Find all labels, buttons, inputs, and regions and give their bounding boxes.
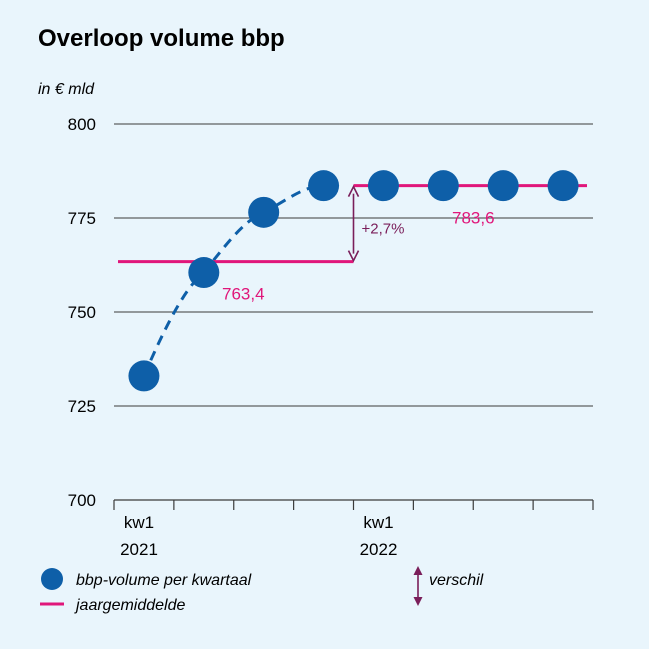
dot-2021-kw3 xyxy=(248,196,280,228)
y-tick-label-800: 800 xyxy=(68,115,96,134)
y-axis-tick-labels: 700 725 750 775 800 xyxy=(68,115,96,510)
legend-dot-symbol xyxy=(41,568,63,590)
quarterly-dots xyxy=(128,170,579,392)
quarterly-trend-dashed-line xyxy=(142,184,324,377)
dot-2021-kw4 xyxy=(308,170,340,202)
average-label-2022: 783,6 xyxy=(452,209,495,228)
x-axis xyxy=(113,499,594,510)
dot-2021-kw1 xyxy=(128,360,160,392)
x-axis-tick-labels: kw1 2021 kw1 2022 xyxy=(120,513,397,559)
y-tick-label-700: 700 xyxy=(68,491,96,510)
y-tick-label-750: 750 xyxy=(68,303,96,322)
legend-label-quarterly: bbp-volume per kwartaal xyxy=(76,572,252,589)
legend-arrow-head-down xyxy=(413,597,423,606)
dot-2022-kw1 xyxy=(367,170,399,202)
gridlines xyxy=(114,123,593,407)
legend: bbp-volume per kwartaal jaargemiddelde ver… xyxy=(40,566,484,614)
legend-arrow-head-up xyxy=(413,566,423,575)
difference-arrow-head-up xyxy=(347,184,360,198)
annual-average-lines: 763,4 783,6 xyxy=(118,184,587,304)
x-tick-label-year-2021: 2021 xyxy=(120,540,158,559)
difference-arrow: +2,7% xyxy=(347,184,405,263)
y-tick-label-775: 775 xyxy=(68,209,96,228)
legend-label-difference: verschil xyxy=(429,572,484,589)
difference-label: +2,7% xyxy=(362,221,405,238)
chart-title: Overloop volume bbp xyxy=(38,25,285,52)
dot-2021-kw2 xyxy=(188,257,220,289)
y-tick-label-725: 725 xyxy=(68,397,96,416)
dot-2022-kw4 xyxy=(547,170,579,202)
dot-2022-kw2 xyxy=(427,170,459,202)
x-tick-label-top-2022: kw1 xyxy=(363,513,393,532)
x-tick-label-top-2021: kw1 xyxy=(124,513,154,532)
difference-arrow-head-down xyxy=(347,250,360,263)
legend-label-average: jaargemiddelde xyxy=(74,597,186,614)
dot-2022-kw3 xyxy=(487,170,519,202)
average-label-2021: 763,4 xyxy=(222,285,265,304)
x-tick-label-year-2022: 2022 xyxy=(360,540,398,559)
y-axis-unit: in € mld xyxy=(38,81,95,98)
